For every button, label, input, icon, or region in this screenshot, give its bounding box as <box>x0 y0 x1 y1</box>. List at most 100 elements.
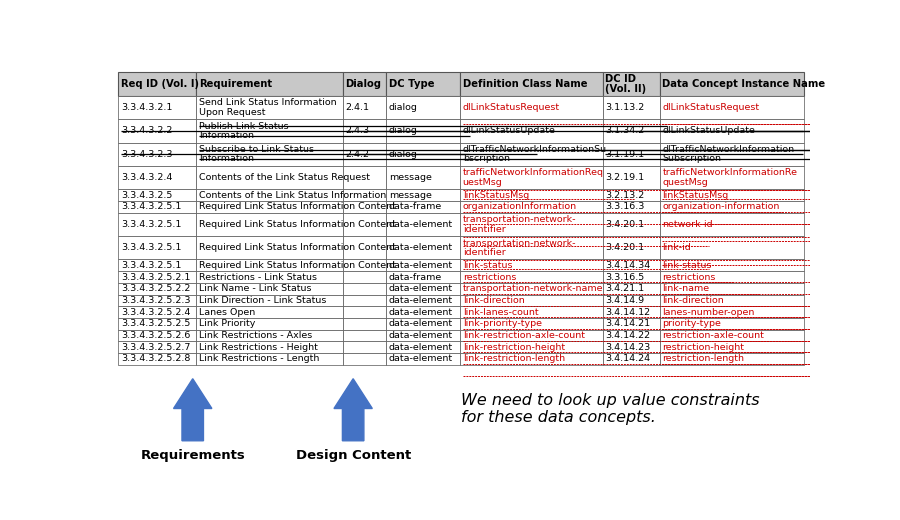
Bar <box>118 318 196 330</box>
Bar <box>386 259 460 271</box>
Text: trafficNetworkInformationRe: trafficNetworkInformationRe <box>662 168 797 177</box>
Bar <box>386 189 460 201</box>
Bar <box>386 353 460 365</box>
Bar <box>386 318 460 330</box>
Bar <box>602 236 660 259</box>
Bar <box>118 341 196 353</box>
Bar <box>660 353 805 365</box>
Bar <box>460 259 602 271</box>
Bar <box>343 166 386 189</box>
Text: 3.3.4.3.2.5.2.3: 3.3.4.3.2.5.2.3 <box>121 296 191 305</box>
Bar <box>196 236 343 259</box>
Bar <box>118 353 196 365</box>
Text: Required Link Status Information Content: Required Link Status Information Content <box>199 220 396 229</box>
Text: 2.4.3: 2.4.3 <box>346 126 370 135</box>
Text: link-status: link-status <box>662 261 712 270</box>
Bar <box>460 341 602 353</box>
Bar <box>118 330 196 341</box>
Text: data-element: data-element <box>389 243 453 252</box>
Text: dlLinkStatusRequest: dlLinkStatusRequest <box>662 103 760 112</box>
Bar <box>602 166 660 189</box>
Bar <box>118 213 196 236</box>
Text: 3.4.20.1: 3.4.20.1 <box>606 220 644 229</box>
Text: Link Restrictions - Length: Link Restrictions - Length <box>199 354 320 363</box>
Text: link-direction: link-direction <box>463 296 525 305</box>
Text: link-lanes-count: link-lanes-count <box>463 308 538 317</box>
Bar <box>386 96 460 119</box>
Bar <box>602 306 660 318</box>
Bar <box>196 213 343 236</box>
Bar <box>343 271 386 283</box>
Bar <box>660 189 805 201</box>
Text: data-element: data-element <box>389 296 453 305</box>
Text: link-name: link-name <box>662 284 709 293</box>
Text: Information: Information <box>199 131 254 140</box>
Text: 3.3.4.3.2.5.1: 3.3.4.3.2.5.1 <box>121 261 181 270</box>
Bar <box>343 119 386 142</box>
Bar <box>386 213 460 236</box>
Bar <box>460 72 602 96</box>
Bar <box>196 341 343 353</box>
Text: Contents of the Link Status Information: Contents of the Link Status Information <box>199 191 386 200</box>
Text: Req ID (Vol. I): Req ID (Vol. I) <box>121 79 199 89</box>
Text: dialog: dialog <box>389 126 418 135</box>
Bar <box>386 330 460 341</box>
Text: transportation-network-name: transportation-network-name <box>463 284 603 293</box>
Text: identifier: identifier <box>463 248 506 257</box>
Bar <box>196 259 343 271</box>
Bar <box>343 189 386 201</box>
Text: link-priority-type: link-priority-type <box>463 319 542 328</box>
Bar <box>460 353 602 365</box>
Text: Lanes Open: Lanes Open <box>199 308 255 317</box>
Text: 3.3.4.3.2.5.2.1: 3.3.4.3.2.5.2.1 <box>121 272 190 281</box>
Bar <box>660 142 805 166</box>
Bar <box>196 271 343 283</box>
Text: dlLinkStatusUpdate: dlLinkStatusUpdate <box>662 126 755 135</box>
Bar <box>660 294 805 306</box>
Bar <box>386 236 460 259</box>
Text: dlTrafficNetworkInformation: dlTrafficNetworkInformation <box>662 145 795 154</box>
Text: (Vol. II): (Vol. II) <box>606 84 646 94</box>
Bar <box>196 96 343 119</box>
Bar <box>386 341 460 353</box>
Text: dlTrafficNetworkInformationSu: dlTrafficNetworkInformationSu <box>463 145 607 154</box>
Bar <box>602 259 660 271</box>
Text: uestMsg: uestMsg <box>463 178 502 187</box>
Text: 3.3.4.3.2.5.1: 3.3.4.3.2.5.1 <box>121 243 181 252</box>
Bar <box>118 96 196 119</box>
Text: 2.4.2: 2.4.2 <box>346 150 370 159</box>
Text: 3.3.4.3.2.5.1: 3.3.4.3.2.5.1 <box>121 202 181 211</box>
Text: 3.4.14.23: 3.4.14.23 <box>606 343 651 352</box>
Text: 3.1.13.2: 3.1.13.2 <box>606 103 644 112</box>
Text: 3.3.4.3.2.5.2.2: 3.3.4.3.2.5.2.2 <box>121 284 190 293</box>
Text: trafficNetworkInformationReq: trafficNetworkInformationReq <box>463 168 604 177</box>
Text: DC ID: DC ID <box>606 74 636 84</box>
Bar <box>196 294 343 306</box>
Text: We need to look up value constraints
for these data concepts.: We need to look up value constraints for… <box>461 393 760 425</box>
Text: Link Name - Link Status: Link Name - Link Status <box>199 284 311 293</box>
Bar <box>386 306 460 318</box>
Text: link-restriction-height: link-restriction-height <box>463 343 565 352</box>
Text: Requirement: Requirement <box>199 79 272 89</box>
Bar <box>660 306 805 318</box>
Bar <box>460 283 602 294</box>
Bar <box>118 142 196 166</box>
Bar <box>196 330 343 341</box>
Text: 3.1.19.1: 3.1.19.1 <box>606 150 644 159</box>
Text: 3.4.14.12: 3.4.14.12 <box>606 308 651 317</box>
Text: 3.1.34.2: 3.1.34.2 <box>606 126 644 135</box>
Text: 3.4.14.34: 3.4.14.34 <box>606 261 651 270</box>
Text: restriction-height: restriction-height <box>662 343 744 352</box>
Bar <box>660 271 805 283</box>
Bar <box>602 341 660 353</box>
Bar <box>660 341 805 353</box>
Text: Subscription: Subscription <box>662 154 722 163</box>
Bar <box>460 236 602 259</box>
Bar <box>196 283 343 294</box>
Text: 3.3.4.3.2.1: 3.3.4.3.2.1 <box>121 103 172 112</box>
Text: Requirements: Requirements <box>140 449 245 462</box>
Bar <box>660 72 805 96</box>
Text: 3.3.16.3: 3.3.16.3 <box>606 202 644 211</box>
Bar <box>196 166 343 189</box>
Bar <box>602 271 660 283</box>
